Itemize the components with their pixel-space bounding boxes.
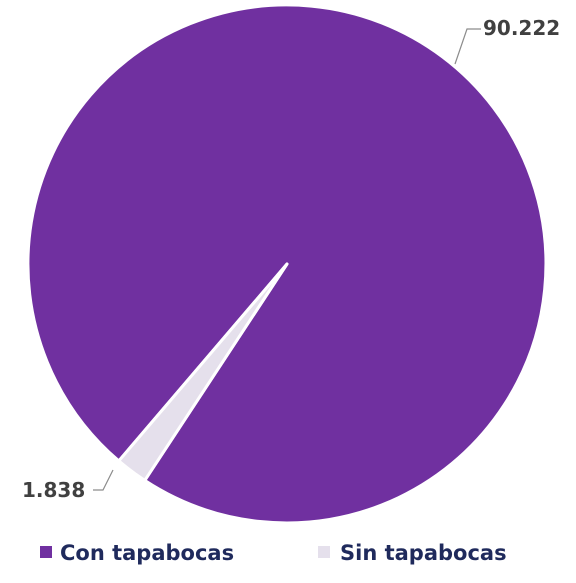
legend-label-con-tapabocas: Con tapabocas: [60, 541, 234, 565]
legend-swatch-sin-tapabocas: [318, 546, 330, 558]
data-labels-layer: 90.222 1.838: [22, 16, 560, 502]
data-label-sin-tapabocas: 1.838: [22, 478, 85, 502]
data-label-con-tapabocas: 90.222: [483, 16, 560, 40]
slices-layer: [26, 3, 548, 525]
legend-swatch-con-tapabocas: [40, 546, 52, 558]
leader-line-con-tapabocas: [454, 28, 481, 65]
legend: Con tapabocas Sin tapabocas: [40, 541, 507, 565]
pie-slice-sin-tapabocas: [117, 262, 289, 482]
legend-label-sin-tapabocas: Sin tapabocas: [340, 541, 507, 565]
leader-line-sin-tapabocas: [93, 469, 114, 491]
